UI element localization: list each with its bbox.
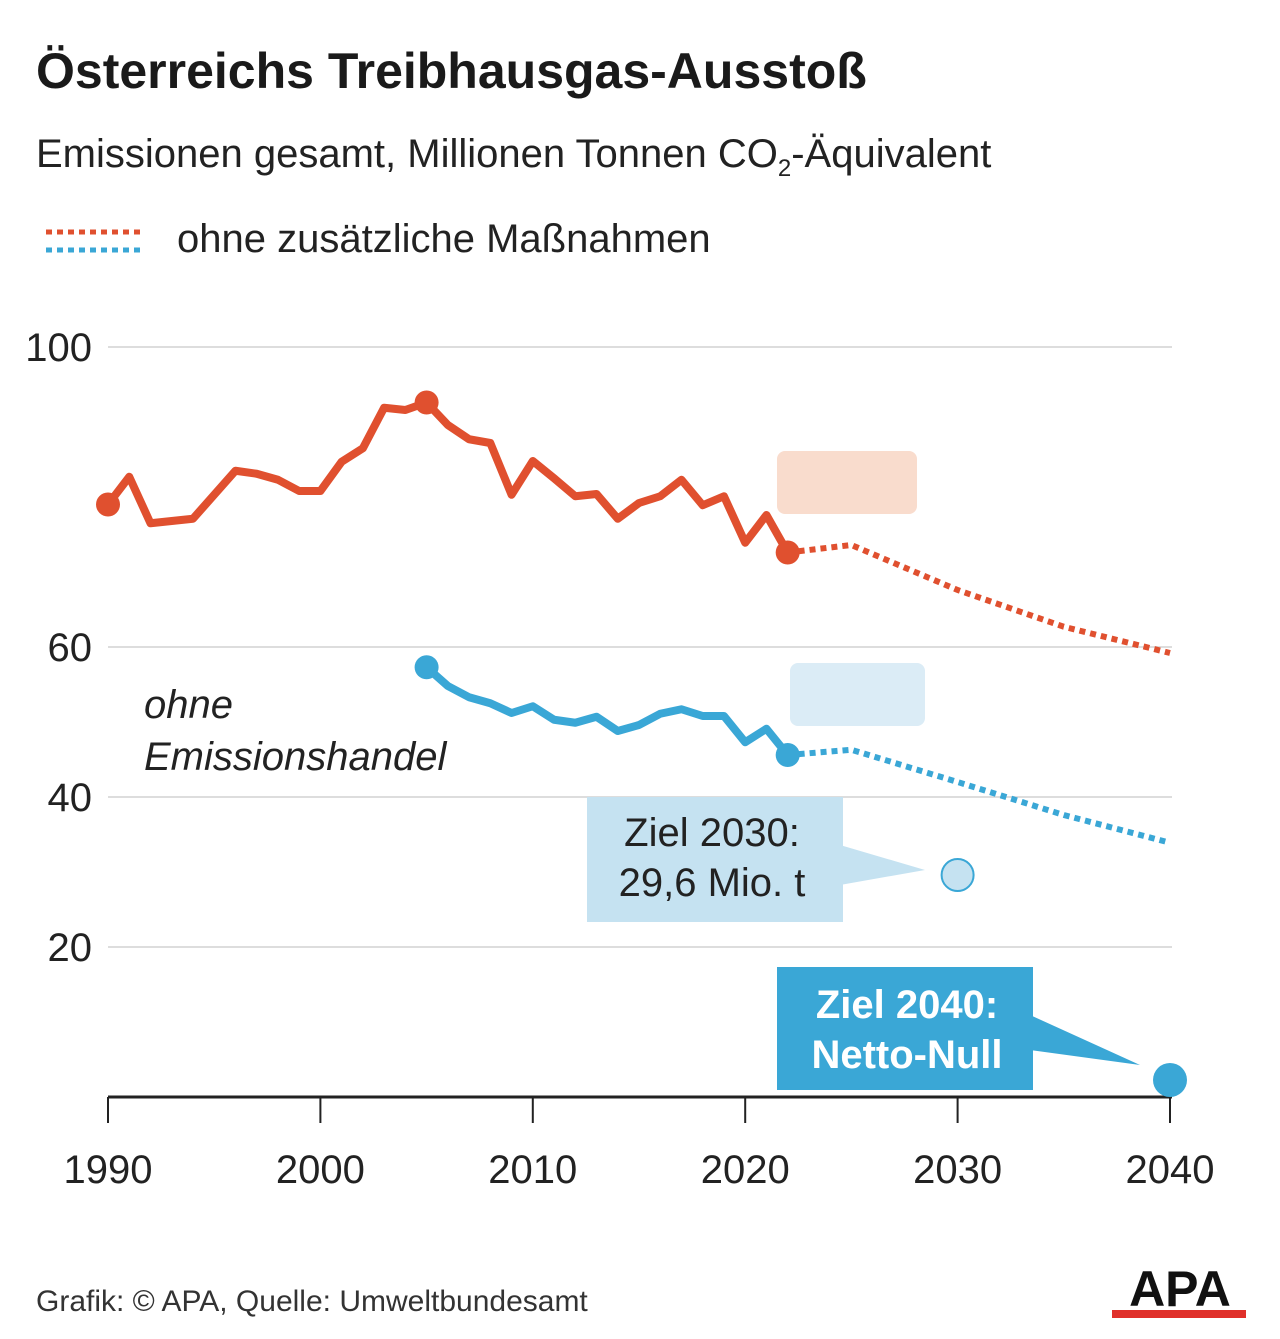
label-box-2022: [777, 451, 917, 514]
callout-box-2040: [777, 967, 1033, 1090]
data-point: [96, 492, 120, 517]
callout-text-2040: Ziel 2040:: [816, 983, 998, 1027]
target-point-2030: [940, 858, 975, 892]
x-tick-label: 2040: [1126, 1148, 1215, 1192]
series-name-label: Emissionshandel: [144, 735, 447, 779]
chart-subtitle: Emissionen gesamt, Millionen Tonnen CO2-…: [36, 132, 991, 183]
y-tick-label: 40: [48, 776, 93, 820]
subtitle-subscript: 2: [777, 155, 792, 182]
x-tick-label: 1990: [64, 1148, 153, 1192]
callout-text-2040: Netto-Null: [811, 1033, 1002, 1077]
x-tick-label: 2010: [488, 1148, 577, 1192]
target-point-2040: [1153, 1063, 1187, 1097]
data-point: [775, 743, 800, 767]
source-footer: Grafik: © APA, Quelle: Umweltbundesamt: [36, 1285, 588, 1318]
x-tick-label: 2030: [913, 1148, 1002, 1192]
projection-line-1: [787, 746, 1171, 846]
callout-text-2030: Ziel 2030:: [624, 811, 800, 855]
legend-label: ohne zusätzliche Maßnahmen: [177, 217, 711, 261]
label-box-blue-2022: [790, 663, 925, 726]
callout-pointer-2040: [1030, 1015, 1140, 1065]
series-name-label: ohne: [144, 683, 233, 727]
series-line-1: [423, 664, 791, 758]
projection-line-0: [787, 541, 1171, 656]
data-point: [414, 655, 439, 680]
y-tick-label: 60: [48, 626, 93, 670]
callout-text-2030: 29,6 Mio. t: [619, 861, 806, 905]
y-tick-label: 100: [25, 326, 92, 370]
data-point: [775, 540, 800, 565]
data-point: [414, 390, 439, 415]
y-tick-label: 20: [48, 926, 93, 970]
x-tick-label: 2020: [701, 1148, 790, 1192]
series-line-0: [104, 398, 792, 555]
x-tick-label: 2000: [276, 1148, 365, 1192]
subtitle-text-end: -Äquivalent: [791, 132, 992, 176]
callout-pointer-2030: [840, 845, 925, 885]
callout-box-2030: [587, 797, 843, 922]
svg-text:APA: APA: [1129, 1262, 1231, 1317]
subtitle-text: Emissionen gesamt, Millionen Tonnen CO: [36, 132, 778, 176]
apa-logo: APA: [1112, 1262, 1246, 1318]
chart-title: Österreichs Treibhausgas-Ausstoß: [36, 43, 867, 99]
